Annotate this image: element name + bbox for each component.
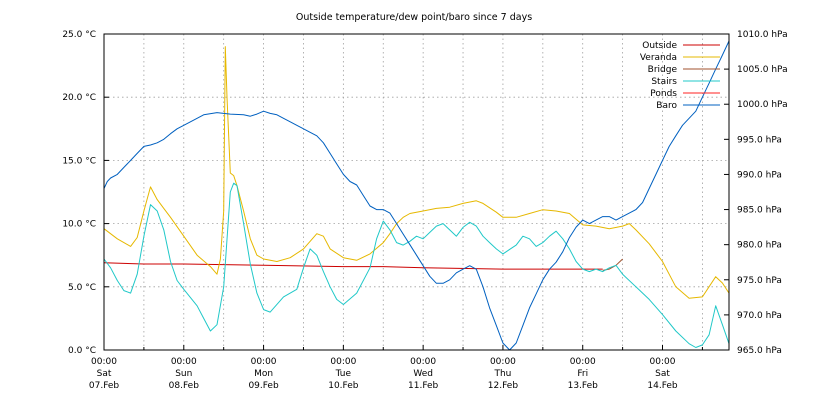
x-tick-label-day: Fri (577, 369, 588, 379)
x-tick-label-day: Wed (413, 369, 433, 379)
x-tick-label-time: 00:00 (251, 357, 277, 367)
x-tick-label-date: 11.Feb (408, 381, 439, 391)
right-tick-label: 980.0 hPa (737, 241, 782, 251)
x-tick-label-time: 00:00 (570, 357, 596, 367)
legend-label-ponds: Ponds (650, 89, 677, 99)
x-tick-label-date: 12.Feb (488, 381, 519, 391)
x-tick-label-time: 00:00 (330, 357, 356, 367)
right-tick-label: 965.0 hPa (737, 346, 782, 356)
left-tick-label: 5.0 °C (68, 283, 96, 293)
left-tick-label: 25.0 °C (62, 30, 96, 40)
right-tick-label: 985.0 hPa (737, 206, 782, 216)
right-tick-label: 970.0 hPa (737, 311, 782, 321)
axes: 0.0 °C 5.0 °C 10.0 °C 15.0 °C 20.0 °C 25.0 °C… (62, 30, 787, 391)
legend: Outside Veranda Bridge Stairs Ponds Baro (640, 41, 720, 111)
x-tick-label-day: Sat (97, 369, 112, 379)
right-tick-label: 975.0 hPa (737, 276, 782, 286)
plot-frame (103, 33, 730, 351)
legend-label-veranda: Veranda (640, 53, 677, 63)
x-tick-label-time: 00:00 (171, 357, 197, 367)
legend-label-stairs: Stairs (651, 77, 677, 87)
series-line-stairs (103, 182, 730, 348)
legend-label-baro: Baro (656, 101, 677, 111)
x-tick-label-date: 09.Feb (248, 381, 279, 391)
right-tick-label: 990.0 hPa (737, 170, 782, 180)
x-tick-label-date: 13.Feb (568, 381, 599, 391)
series-line-veranda (103, 46, 730, 299)
x-tick-label-day: Thu (493, 369, 511, 379)
series-line-bridge (602, 258, 623, 271)
series-lines (103, 40, 730, 351)
x-tick-label-day: Tue (335, 369, 352, 379)
x-tick-label-date: 14.Feb (647, 381, 678, 391)
left-tick-label: 0.0 °C (68, 346, 96, 356)
right-tick-label: 1000.0 hPa (737, 100, 788, 110)
legend-label-outside: Outside (642, 41, 677, 51)
right-tick-label: 1005.0 hPa (737, 65, 788, 75)
series-line-baro (103, 40, 730, 351)
right-tick-label: 995.0 hPa (737, 135, 782, 145)
x-tick-label-day: Sun (175, 369, 192, 379)
x-tick-label-date: 10.Feb (328, 381, 359, 391)
x-tick-label-day: Sat (655, 369, 670, 379)
x-tick-label-day: Mon (254, 369, 273, 379)
chart-title: Outside temperature/dew point/baro since… (296, 12, 532, 23)
x-tick-label-date: 08.Feb (169, 381, 200, 391)
left-tick-label: 10.0 °C (62, 220, 96, 230)
x-tick-label-time: 00:00 (650, 357, 676, 367)
x-tick-label-time: 00:00 (410, 357, 436, 367)
right-tick-label: 1010.0 hPa (737, 30, 788, 40)
x-tick-label-time: 00:00 (490, 357, 516, 367)
legend-label-bridge: Bridge (648, 65, 678, 75)
grid-lines (104, 34, 729, 350)
left-tick-label: 20.0 °C (62, 93, 96, 103)
left-tick-label: 15.0 °C (62, 156, 96, 166)
x-tick-label-date: 07.Feb (89, 381, 120, 391)
x-tick-label-time: 00:00 (91, 357, 117, 367)
series-line-outside (103, 262, 603, 270)
